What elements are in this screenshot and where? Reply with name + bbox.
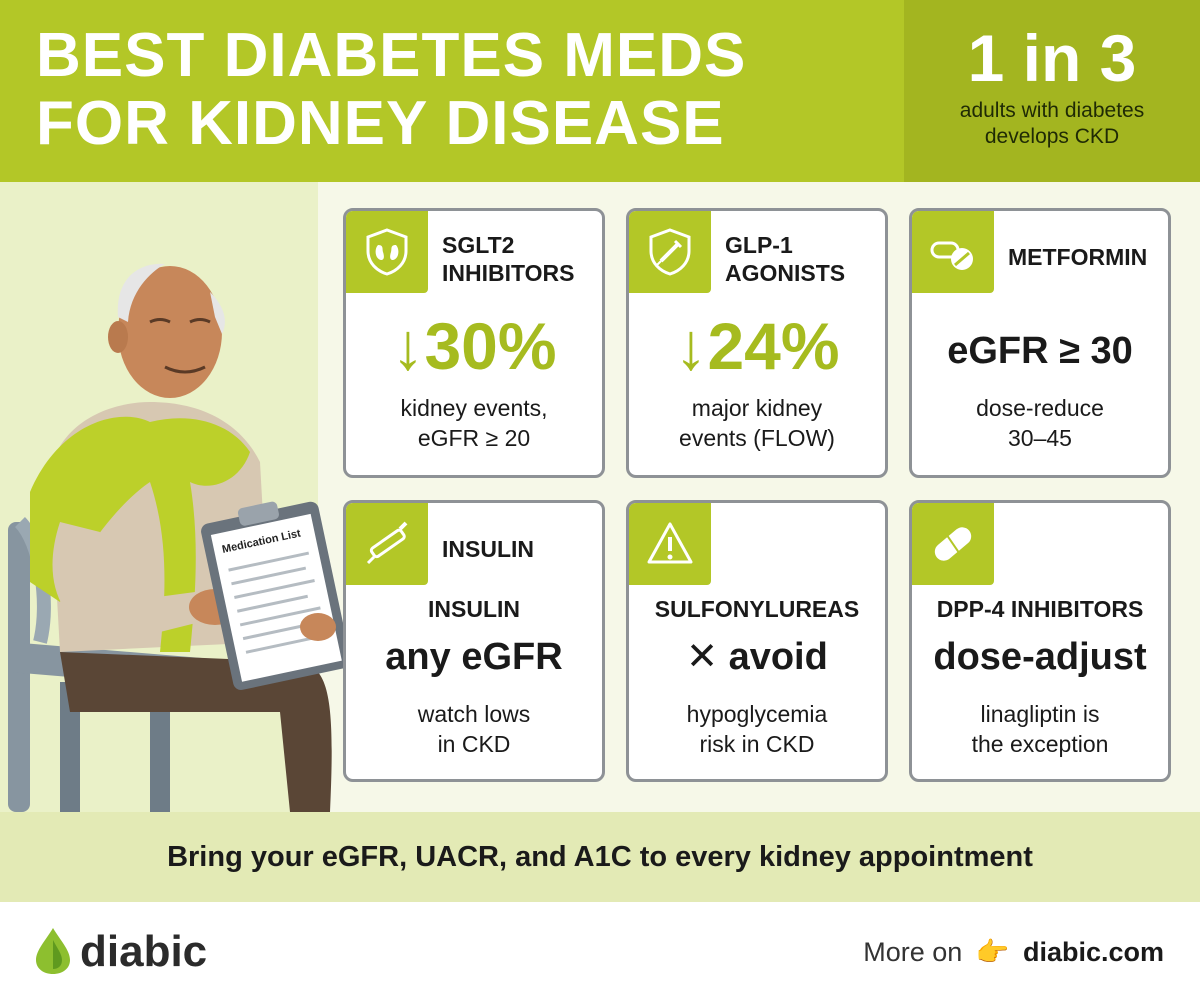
stat-box: 1 in 3 adults with diabetes develops CKD — [904, 0, 1200, 182]
card-label-line-2: INHIBITORS — [442, 260, 575, 286]
card-description: watch lows in CKD — [356, 699, 592, 759]
card-desc-line-2: in CKD — [437, 731, 511, 757]
card-sulfonylureas: SULFONYLUREAS ✕ avoid hypoglycemia risk … — [626, 500, 888, 782]
title-line-2: FOR KIDNEY DISEASE — [36, 89, 725, 158]
tip-banner: Bring your eGFR, UACR, and A1C to every … — [0, 812, 1200, 902]
stat-headline: 1 in 3 — [967, 21, 1137, 95]
card-headline-value: ✕ avoid — [686, 636, 828, 678]
card-label-line-1: GLP-1 — [725, 232, 793, 258]
card-desc-line-2: 30–45 — [1008, 425, 1072, 451]
card-desc-line-1: kidney events, — [400, 395, 548, 421]
card-label: INSULIN — [442, 536, 534, 562]
card-subhead: SULFONYLUREAS — [654, 596, 860, 622]
footer: diabic More on 👉 diabic.com — [0, 902, 1200, 1000]
card-description: linagliptin is the exception — [922, 699, 1158, 759]
card-headline-value: ↓24% — [674, 309, 840, 383]
card-description: hypoglycemia risk in CKD — [639, 699, 875, 759]
card-headline-value: dose-adjust — [933, 636, 1147, 678]
pills-icon — [930, 241, 973, 270]
card-headline-value: any eGFR — [385, 636, 563, 678]
card-sglt2: SGLT2 INHIBITORS ↓30% kidney events, eGF… — [343, 208, 605, 478]
card-description: dose-reduce 30–45 — [922, 393, 1158, 453]
card-label-line-2: AGONISTS — [725, 260, 846, 286]
card-insulin: INSULIN INSULIN any eGFR watch lows in C… — [343, 500, 605, 782]
drop-logo-icon — [36, 928, 70, 974]
card-desc-line-1: watch lows — [417, 701, 531, 727]
title-line-1: BEST DIABETES MEDS — [36, 21, 747, 90]
card-label: SGLT2 INHIBITORS — [442, 231, 602, 287]
card-subhead: INSULIN — [428, 596, 520, 622]
pointing-hand-icon: 👉 — [975, 937, 1010, 967]
card-desc-line-1: dose-reduce — [976, 395, 1104, 421]
page-title: BEST DIABETES MEDS FOR KIDNEY DISEASE — [36, 22, 896, 158]
stat-caption: adults with diabetes develops CKD — [959, 99, 1145, 148]
header-banner: BEST DIABETES MEDS FOR KIDNEY DISEASE 1 … — [0, 0, 1200, 182]
more-prefix: More on — [863, 937, 963, 967]
card-icon-tab — [629, 211, 711, 293]
card-icon-tab — [346, 211, 428, 293]
kidney-shield-icon — [366, 228, 408, 276]
card-desc-line-2: risk in CKD — [699, 731, 815, 757]
brand-name: diabic — [80, 927, 208, 976]
more-link[interactable]: More on 👉 diabic.com — [863, 932, 1164, 972]
card-desc-line-1: major kidney — [691, 395, 823, 421]
card-description: kidney events, eGFR ≥ 20 — [356, 393, 592, 453]
card-headline-value: eGFR ≥ 30 — [947, 330, 1133, 372]
card-dpp4: DPP-4 INHIBITORS dose-adjust linagliptin… — [909, 500, 1171, 782]
card-description: major kidney events (FLOW) — [639, 393, 875, 453]
capsule-icon — [934, 527, 972, 561]
card-icon-tab — [912, 503, 994, 585]
card-headline-value: ↓30% — [391, 309, 557, 383]
card-label: METFORMIN — [1008, 244, 1148, 270]
card-icon-tab — [346, 503, 428, 585]
card-label: GLP-1 AGONISTS — [725, 231, 885, 287]
card-desc-line-1: linagliptin is — [980, 701, 1100, 727]
card-desc-line-2: events (FLOW) — [679, 425, 835, 451]
card-metformin: METFORMIN eGFR ≥ 30 dose-reduce 30–45 — [909, 208, 1171, 478]
card-desc-line-2: eGFR ≥ 20 — [417, 425, 531, 451]
warning-icon — [647, 522, 693, 564]
elderly-man-illustration: Medication List — [8, 263, 351, 812]
insulin-pen-icon — [366, 521, 408, 565]
card-glp1: GLP-1 AGONISTS ↓24% major kidney events … — [626, 208, 888, 478]
card-label-line-1: SGLT2 — [442, 232, 515, 258]
site-url: diabic.com — [1022, 937, 1164, 967]
card-desc-line-1: hypoglycemia — [686, 701, 828, 727]
card-subhead: DPP-4 INHIBITORS — [936, 596, 1144, 622]
card-icon-tab — [912, 211, 994, 293]
tip-text: Bring your eGFR, UACR, and A1C to every … — [167, 841, 1033, 873]
syringe-shield-icon — [649, 228, 691, 276]
card-icon-tab — [629, 503, 711, 585]
card-desc-line-2: the exception — [971, 731, 1109, 757]
